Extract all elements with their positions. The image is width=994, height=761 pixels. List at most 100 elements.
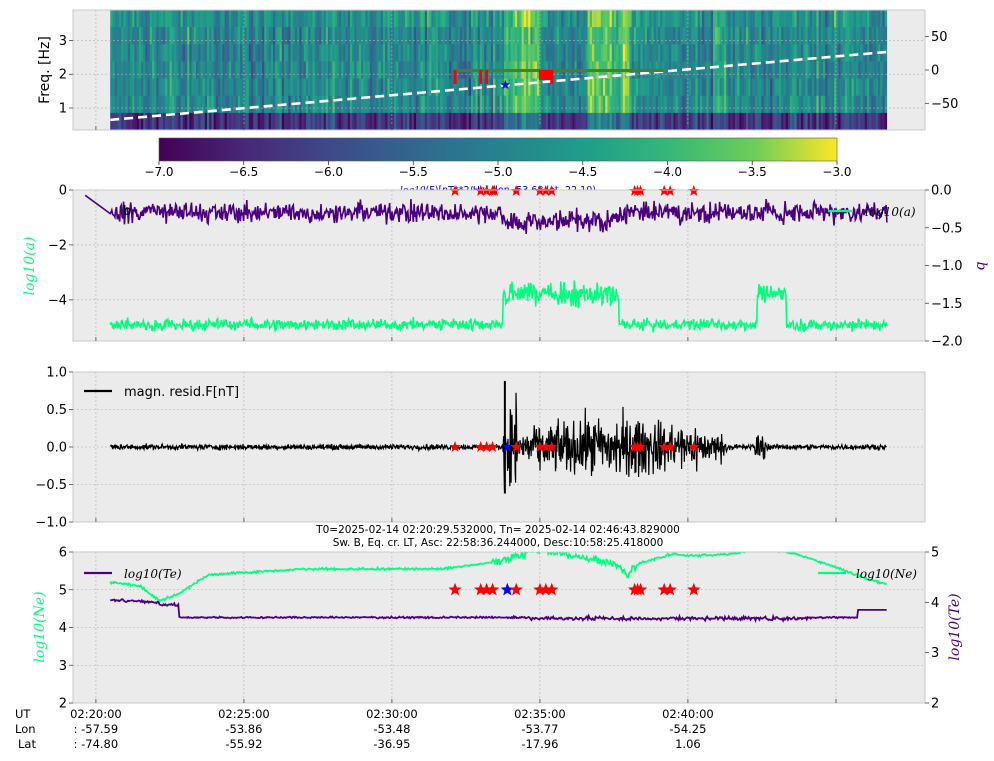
spectrogram-cell <box>574 10 577 28</box>
spectrogram-cell <box>792 10 795 28</box>
spectrogram-cell <box>435 78 439 97</box>
spectrogram-cell <box>710 27 714 45</box>
spectrogram-cell <box>240 78 243 97</box>
spectrogram-cell <box>433 27 437 45</box>
spectrogram-cell <box>123 78 126 97</box>
spectrogram-cell <box>438 61 441 79</box>
spectrogram-cell <box>574 78 577 97</box>
spectrogram-cell <box>732 112 736 130</box>
spectrogram-cell <box>592 112 595 130</box>
spectrogram-cell <box>693 78 696 97</box>
spectrogram-cell <box>598 44 602 62</box>
spectrogram-cell <box>433 44 437 62</box>
spectrogram-cell <box>552 27 555 45</box>
spectrogram-cell <box>715 27 718 45</box>
spectrogram-cell <box>449 112 452 130</box>
spectrogram-cell <box>303 61 307 79</box>
spectrogram-cell <box>794 112 797 130</box>
spectrogram-cell <box>702 95 705 114</box>
spectrogram-cell <box>457 44 461 62</box>
colorbar-tick-label: −6.5 <box>229 165 258 179</box>
spectrogram-cell <box>706 10 709 28</box>
spectrogram-cell <box>343 61 346 79</box>
spectrogram-cell <box>583 112 586 130</box>
spectrogram-cell <box>702 61 705 79</box>
spectrogram-cell <box>757 10 760 28</box>
spectrogram-cell <box>372 78 375 97</box>
spectrogram-cell <box>523 78 527 97</box>
spectrogram-cell <box>306 10 309 28</box>
spectrogram-cell <box>132 44 135 62</box>
spectrogram-cell <box>772 95 775 114</box>
spectrogram-cell <box>673 95 676 114</box>
spectrogram-cell <box>653 95 657 114</box>
spectrogram-cell <box>303 10 307 28</box>
spectrogram-cell <box>211 112 214 130</box>
spectrogram-cell <box>330 10 333 28</box>
spectrogram-cell <box>772 10 775 28</box>
spectrogram-cell <box>354 27 357 45</box>
spectrogram-cell <box>677 61 681 79</box>
spectrogram-cell <box>284 112 287 130</box>
spectrogram-cell <box>352 10 355 28</box>
spectrogram-cell <box>741 78 745 97</box>
spectrogram-cell <box>869 95 872 114</box>
spectrogram-cell <box>858 95 861 114</box>
spectrogram-cell <box>878 61 881 79</box>
spectrogram-cell <box>554 95 558 114</box>
spectrogram-cell <box>622 78 626 97</box>
spectrogram-cell <box>336 44 340 62</box>
spectrogram-cell <box>748 78 751 97</box>
spectrogram-cell <box>504 10 507 28</box>
spectrogram-cell <box>805 27 808 45</box>
mag-event-star <box>634 441 647 452</box>
spectrogram-cell <box>691 61 694 79</box>
spectrogram-cell <box>816 78 819 97</box>
spectrogram-cell <box>418 61 421 79</box>
spectrogram-cell <box>631 95 635 114</box>
spectrogram-cell <box>297 10 300 28</box>
spectrogram-cell <box>198 27 201 45</box>
spectrogram-cell <box>677 78 681 97</box>
spectrogram-cell <box>185 112 188 130</box>
spectrogram-cell <box>548 78 551 97</box>
spectrogram-cell <box>204 78 208 97</box>
spectrogram-cell <box>259 61 263 79</box>
spectrogram-cell <box>517 95 520 114</box>
spectrogram-cell <box>147 112 151 130</box>
spectrogram-cell <box>301 78 305 97</box>
spectrogram-cell <box>823 27 826 45</box>
spectrogram-cell <box>627 44 630 62</box>
spectrogram-cell <box>510 78 514 97</box>
spectrogram-cell <box>235 27 239 45</box>
spectrogram-cell <box>794 27 797 45</box>
spectrogram-cell <box>697 10 701 28</box>
spectrogram-cell <box>352 44 355 62</box>
spectrogram-cell <box>354 10 357 28</box>
spectrogram-cell <box>825 95 828 114</box>
spectrogram-cell <box>374 112 377 130</box>
spectrogram-cell <box>715 95 718 114</box>
ne-y-tick-label: 3 <box>59 659 67 674</box>
spectrogram-cell <box>572 27 575 45</box>
spectrogram-cell <box>334 61 338 79</box>
spectrogram-cell <box>455 112 459 130</box>
spectrogram-cell <box>286 10 289 28</box>
spectrogram-cell <box>867 10 870 28</box>
spectrogram-cell <box>259 44 263 62</box>
spectrogram-cell <box>449 78 452 97</box>
mag-event-star <box>480 441 493 452</box>
spectrogram-cell <box>867 95 870 114</box>
spectrogram-cell <box>807 61 811 79</box>
spectrogram-cell <box>154 10 157 28</box>
spectrogram-cell <box>508 112 511 130</box>
spectrogram-cell <box>365 78 368 97</box>
spectrogram-cell <box>499 44 503 62</box>
spectrogram-cell <box>638 27 641 45</box>
spectrogram-cell <box>664 78 668 97</box>
spectrogram-cell <box>442 61 445 79</box>
spectrogram-cell <box>138 78 142 97</box>
spectrogram-cell <box>550 44 553 62</box>
spectrogram-cell <box>647 78 650 97</box>
